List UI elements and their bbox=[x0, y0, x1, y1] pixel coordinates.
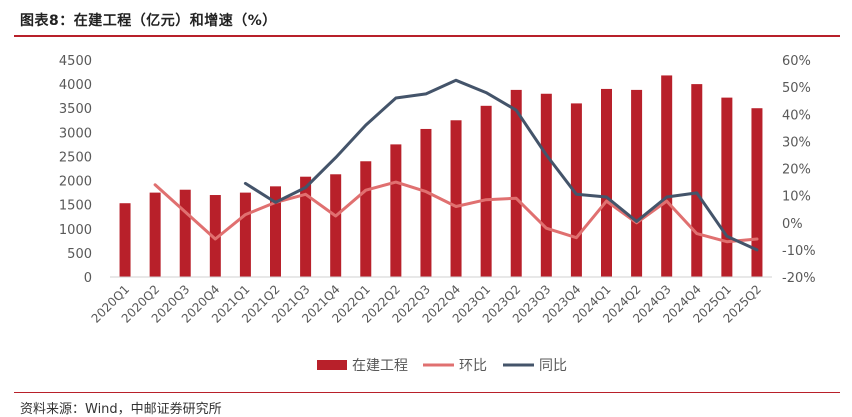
y-left-tick-label: 0 bbox=[84, 271, 92, 286]
legend-label: 同比 bbox=[539, 358, 567, 374]
bar-2022Q1 bbox=[360, 161, 372, 277]
bar-2025Q1 bbox=[721, 97, 733, 277]
y-left-tick-label: 3500 bbox=[59, 102, 92, 117]
y-left-tick-label: 1500 bbox=[59, 199, 92, 214]
bar-2023Q2 bbox=[510, 89, 522, 277]
title-bar: 图表8：在建工程（亿元）和增速（%） bbox=[0, 0, 852, 38]
bar-2022Q4 bbox=[450, 120, 462, 278]
title-rule bbox=[14, 35, 840, 37]
bar-2024Q1 bbox=[601, 88, 612, 277]
bar-2023Q1 bbox=[480, 105, 492, 277]
bar-2024Q2 bbox=[631, 89, 643, 277]
y-right-tick-label: 50% bbox=[782, 81, 811, 96]
bar-2022Q2 bbox=[390, 144, 402, 277]
bar-2020Q4 bbox=[209, 195, 221, 277]
y-left-tick-label: 2000 bbox=[59, 175, 92, 190]
source-note: 资料来源：Wind，中邮证券研究所 bbox=[20, 402, 222, 417]
x-axis: 2020Q12020Q22020Q32020Q42021Q12021Q22021… bbox=[89, 282, 764, 326]
legend-label: 在建工程 bbox=[352, 358, 408, 374]
bar-2020Q2 bbox=[149, 192, 161, 277]
y-left-tick-label: 4500 bbox=[59, 54, 92, 69]
y-right-tick-label: 0% bbox=[782, 217, 803, 232]
legend: 在建工程 环比 同比 bbox=[317, 358, 567, 374]
bar-2025Q2 bbox=[751, 108, 763, 277]
page-title: 图表8：在建工程（亿元）和增速（%） bbox=[20, 13, 277, 29]
line-环比 bbox=[153, 180, 759, 244]
y-right-tick-label: -20% bbox=[782, 271, 816, 286]
footer-rule bbox=[14, 392, 840, 393]
bar-2020Q1 bbox=[119, 203, 131, 277]
line-series bbox=[153, 78, 759, 252]
legend-label: 环比 bbox=[459, 358, 487, 374]
y-right-tick-label: 20% bbox=[782, 163, 811, 178]
y-left-tick-label: 500 bbox=[67, 247, 92, 262]
y-right-tick-label: 40% bbox=[782, 108, 811, 123]
bar-2021Q3 bbox=[300, 176, 312, 277]
y-axis-right: -20% -10% 0% 10% 20% 30% 40% 50% 60% bbox=[782, 54, 816, 286]
bar-2021Q1 bbox=[239, 192, 251, 277]
chart: 0 500 1000 1500 2000 2500 3000 3500 4000 4500 -20… bbox=[59, 54, 816, 374]
y-left-tick-label: 4000 bbox=[59, 78, 92, 93]
bar-2023Q4 bbox=[570, 103, 582, 278]
y-right-tick-label: 60% bbox=[782, 54, 811, 69]
bar-2023Q3 bbox=[540, 93, 552, 277]
y-left-tick-label: 1000 bbox=[59, 223, 92, 238]
y-right-tick-label: -10% bbox=[782, 244, 816, 259]
bar-2021Q2 bbox=[270, 186, 281, 277]
y-axis-left: 0 500 1000 1500 2000 2500 3000 3500 4000 4500 bbox=[59, 54, 92, 286]
bar-series bbox=[119, 75, 763, 278]
bar-2021Q4 bbox=[330, 174, 342, 277]
y-left-tick-label: 2500 bbox=[59, 150, 92, 165]
legend-swatch-bar bbox=[317, 360, 347, 370]
bar-2020Q3 bbox=[179, 189, 191, 277]
bar-2022Q3 bbox=[420, 128, 432, 277]
y-left-tick-label: 3000 bbox=[59, 126, 92, 141]
line-同比 bbox=[243, 78, 759, 252]
y-right-tick-label: 30% bbox=[782, 135, 811, 150]
y-right-tick-label: 10% bbox=[782, 190, 811, 205]
bar-2024Q4 bbox=[691, 84, 703, 277]
bar-2024Q3 bbox=[661, 75, 673, 277]
